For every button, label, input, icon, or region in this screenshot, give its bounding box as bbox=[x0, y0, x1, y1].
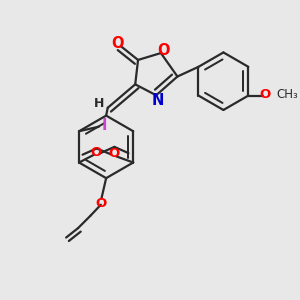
Text: N: N bbox=[152, 93, 164, 108]
Text: I: I bbox=[102, 118, 107, 133]
Text: O: O bbox=[111, 36, 123, 51]
Text: O: O bbox=[109, 147, 120, 160]
Text: O: O bbox=[91, 146, 102, 159]
Text: O: O bbox=[260, 88, 271, 100]
Text: CH₃: CH₃ bbox=[277, 88, 298, 100]
Text: H: H bbox=[94, 97, 104, 110]
Text: O: O bbox=[95, 197, 106, 210]
Text: O: O bbox=[158, 43, 170, 58]
